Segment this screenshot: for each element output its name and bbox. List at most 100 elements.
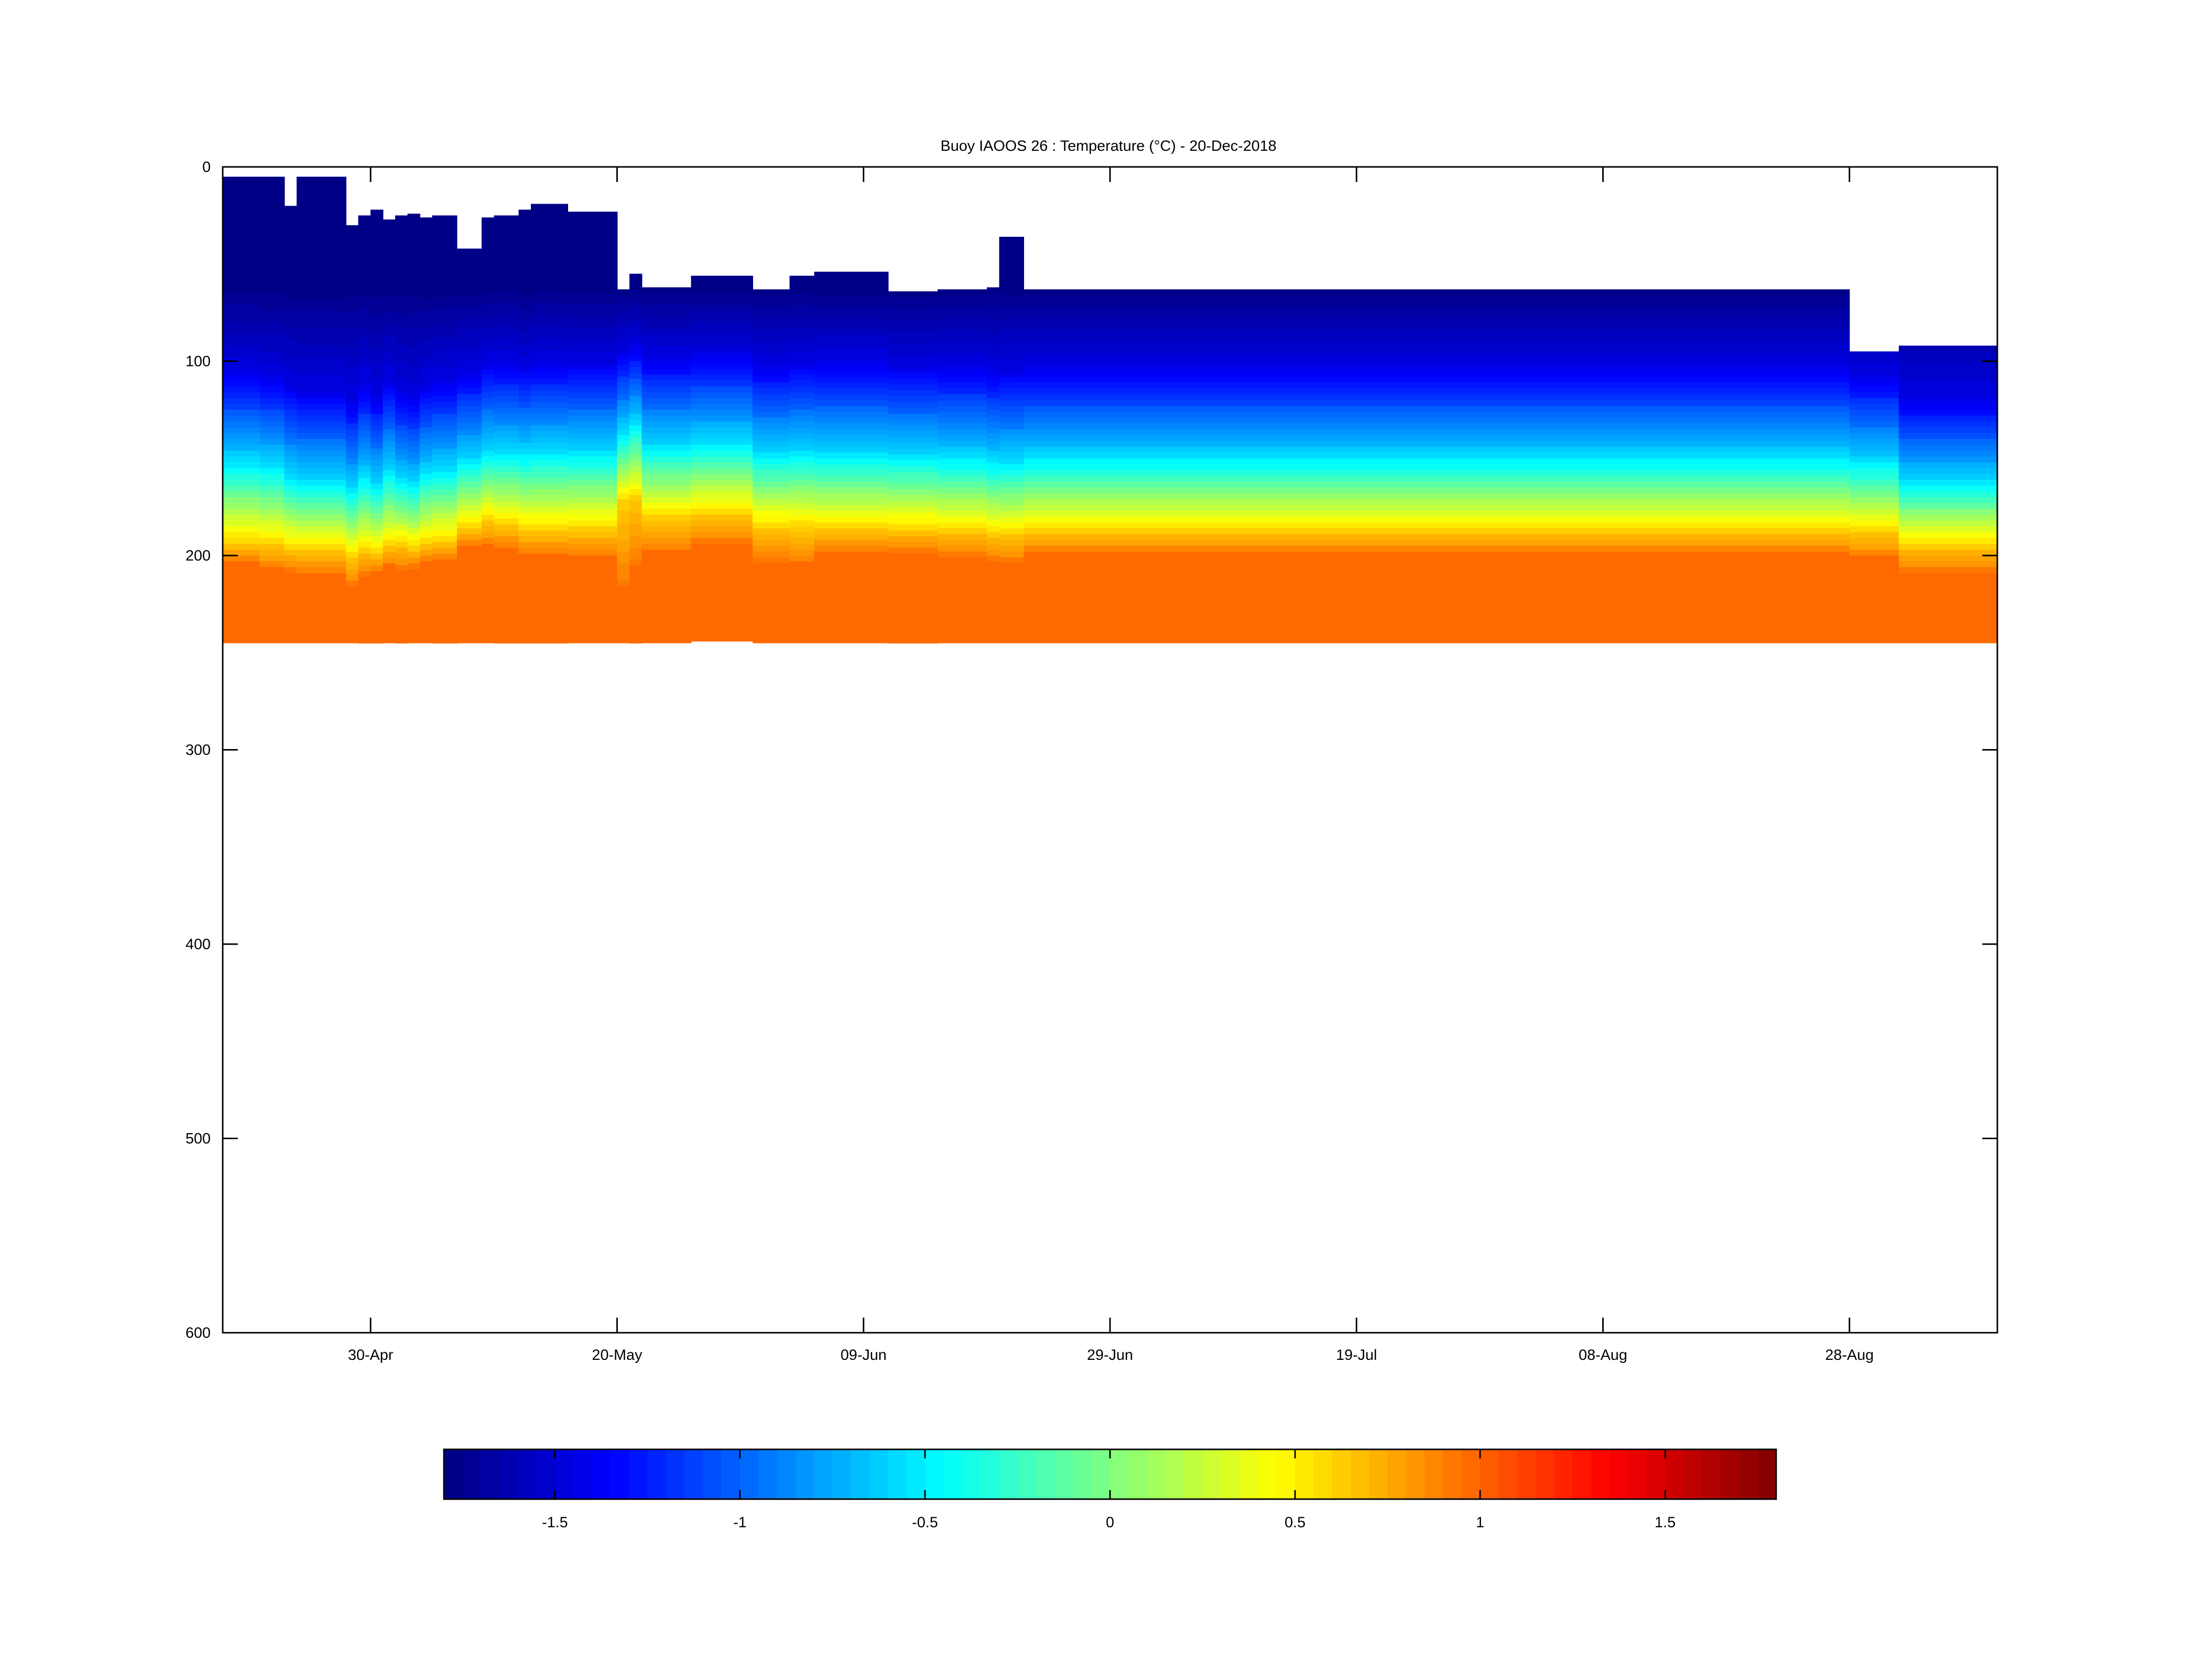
heatmap-cell [518, 326, 531, 333]
heatmap-cell [346, 592, 359, 599]
heatmap-cell [1898, 491, 1998, 498]
heatmap-cell [568, 456, 618, 463]
heatmap-cell [518, 291, 531, 298]
heatmap-cell [530, 489, 569, 496]
heatmap-cell [617, 383, 630, 389]
heatmap-cell [753, 604, 790, 610]
heatmap-cell [518, 588, 531, 595]
heatmap-cell [420, 299, 433, 306]
heatmap-cell [494, 594, 519, 601]
heatmap-cell [937, 383, 987, 389]
heatmap-cell [494, 583, 519, 589]
heatmap-cell [420, 311, 433, 317]
heatmap-cell [1024, 295, 1850, 302]
heatmap-cell [518, 442, 531, 449]
heatmap-cell [223, 456, 260, 463]
heatmap-cell [629, 577, 642, 583]
heatmap-cell [617, 377, 630, 383]
heatmap-cell [789, 538, 815, 544]
heatmap-cell [297, 474, 346, 481]
heatmap-cell [259, 334, 285, 340]
heatmap-cell [395, 297, 408, 304]
heatmap-cell [937, 423, 987, 430]
heatmap-cell [481, 637, 495, 643]
heatmap-cell [395, 530, 408, 537]
heatmap-cell [259, 223, 285, 230]
heatmap-cell [297, 567, 346, 574]
heatmap-cell [1898, 602, 1998, 609]
heatmap-cell [629, 501, 642, 508]
heatmap-cell [284, 369, 297, 376]
heatmap-cell [395, 349, 408, 356]
heatmap-cell [223, 567, 260, 574]
heatmap-cell [568, 398, 618, 405]
heatmap-cell [986, 328, 1000, 335]
heatmap-cell [383, 336, 396, 342]
colorbar-swatch [703, 1449, 722, 1499]
heatmap-cell [629, 623, 642, 630]
heatmap-cell [814, 633, 889, 639]
heatmap-cell [456, 464, 482, 471]
heatmap-cell [568, 421, 618, 428]
heatmap-cell [641, 573, 692, 580]
heatmap-cell [297, 229, 346, 236]
heatmap-cell [888, 373, 938, 380]
heatmap-cell [346, 383, 359, 389]
heatmap-cell [420, 450, 433, 457]
heatmap-cell [518, 262, 531, 268]
heatmap-cell [494, 478, 519, 484]
heatmap-cell [371, 541, 384, 548]
heatmap-cell [937, 446, 987, 453]
heatmap-cell [1849, 625, 1899, 632]
heatmap-cell [407, 213, 420, 220]
colorbar-swatch [925, 1449, 944, 1499]
heatmap-cell [297, 282, 346, 288]
heatmap-cell [753, 341, 790, 348]
colorbar-swatch [1609, 1449, 1629, 1499]
heatmap-cell [407, 441, 420, 447]
heatmap-cell [629, 285, 642, 292]
heatmap-cell [617, 394, 630, 401]
heatmap-cell [629, 408, 642, 414]
heatmap-cell [568, 415, 618, 422]
heatmap-cell [937, 312, 987, 319]
heatmap-cell [223, 590, 260, 597]
heatmap-cell [530, 425, 569, 432]
heatmap-cell [888, 478, 938, 484]
heatmap-cell [888, 524, 938, 531]
heatmap-cell [789, 398, 815, 405]
heatmap-cell [420, 556, 433, 562]
heatmap-cell [432, 478, 457, 484]
heatmap-cell [530, 600, 569, 607]
heatmap-cell [814, 295, 889, 302]
heatmap-cell [395, 460, 408, 467]
heatmap-cells [223, 176, 1998, 643]
heatmap-cell [259, 229, 285, 236]
heatmap-cell [691, 398, 753, 405]
heatmap-cell [753, 522, 790, 529]
heatmap-cell [999, 330, 1025, 337]
heatmap-cell [358, 577, 371, 583]
heatmap-cell [629, 466, 642, 473]
heatmap-cell [346, 615, 359, 622]
heatmap-cell [456, 441, 482, 447]
heatmap-cell [937, 353, 987, 360]
heatmap-cell [358, 617, 371, 624]
heatmap-cell [395, 320, 408, 327]
heatmap-cell [789, 340, 815, 346]
heatmap-cell [1898, 590, 1998, 597]
heatmap-cell [999, 347, 1025, 354]
heatmap-cell [494, 390, 519, 397]
heatmap-cell [999, 464, 1025, 471]
heatmap-cell [432, 565, 457, 572]
heatmap-cell [346, 534, 359, 540]
heatmap-cell [937, 359, 987, 365]
heatmap-cell [1024, 417, 1850, 424]
heatmap-cell [937, 528, 987, 535]
heatmap-cell [284, 439, 297, 445]
heatmap-cell [383, 557, 396, 564]
heatmap-cell [432, 233, 457, 239]
heatmap-cell [432, 641, 457, 643]
heatmap-cell [986, 637, 1000, 643]
heatmap-cell [518, 484, 531, 490]
